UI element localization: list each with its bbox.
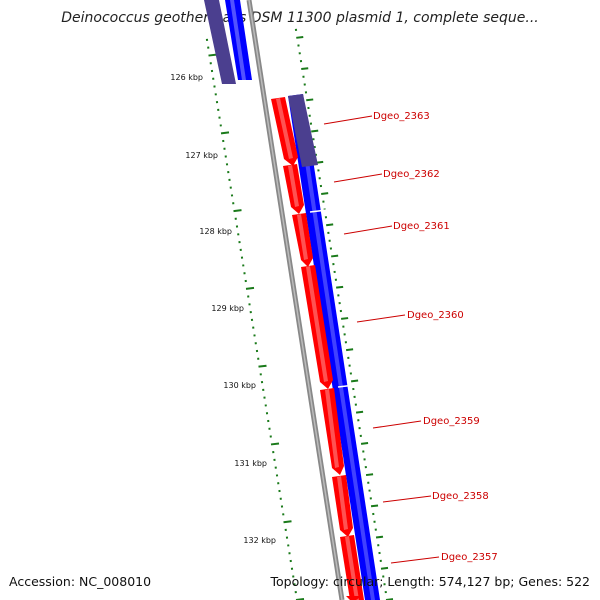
forward-strand-band[interactable] bbox=[288, 94, 380, 600]
topology-summary: Topology: circular; Length: 574,127 bp; … bbox=[270, 574, 591, 589]
tick-mark bbox=[296, 35, 304, 39]
gene-arrow-dgeo-2360[interactable] bbox=[301, 265, 333, 389]
tick-mark bbox=[365, 473, 374, 477]
scale-label-129: 129 kbp bbox=[211, 304, 244, 313]
scale-label-126: 126 kbp bbox=[170, 73, 203, 82]
tick-mark bbox=[360, 442, 369, 445]
gene-label-dgeo-2357[interactable]: Dgeo_2357 bbox=[441, 552, 498, 563]
gene-label-dgeo-2360[interactable]: Dgeo_2360 bbox=[407, 310, 464, 321]
gene-arrow-dgeo-2362[interactable] bbox=[283, 164, 304, 214]
accession-label: Accession: NC_008010 bbox=[9, 574, 152, 589]
feature-top-segment[interactable] bbox=[204, 0, 252, 84]
tick-mark bbox=[311, 129, 319, 133]
gene-labels: Dgeo_2363 Dgeo_2362 Dgeo_2361 Dgeo_2360 … bbox=[373, 111, 498, 563]
scale-labels: 126 kbp 127 kbp 128 kbp 129 kbp 130 kbp … bbox=[170, 73, 276, 545]
gene-label-leaders bbox=[323, 115, 440, 564]
gene-arrow-dgeo-2358[interactable] bbox=[332, 475, 353, 537]
tick-mark bbox=[306, 98, 314, 102]
scale-label-128: 128 kbp bbox=[199, 227, 232, 236]
gene-label-dgeo-2361[interactable]: Dgeo_2361 bbox=[393, 221, 450, 232]
gene-label-dgeo-2358[interactable]: Dgeo_2358 bbox=[432, 491, 489, 502]
tick-marks bbox=[205, 28, 394, 600]
gene-arrow-dgeo-2363[interactable] bbox=[271, 97, 298, 166]
reverse-strand-features[interactable] bbox=[271, 97, 364, 600]
tick-mark bbox=[350, 379, 359, 383]
scale-label-131: 131 kbp bbox=[234, 459, 267, 468]
tick-mark bbox=[220, 131, 230, 135]
tick-mark bbox=[301, 67, 309, 71]
tick-mark bbox=[258, 364, 267, 368]
tick-mark bbox=[345, 348, 354, 352]
gene-label-dgeo-2363[interactable]: Dgeo_2363 bbox=[373, 111, 430, 122]
tick-mark bbox=[336, 285, 344, 289]
tick-mark bbox=[283, 520, 292, 524]
tick-mark bbox=[326, 223, 334, 227]
tick-mark bbox=[331, 254, 339, 258]
tick-mark bbox=[208, 53, 217, 57]
tick-mark bbox=[370, 504, 379, 508]
gene-label-dgeo-2359[interactable]: Dgeo_2359 bbox=[423, 416, 480, 427]
tick-mark bbox=[355, 410, 364, 414]
tick-mark bbox=[245, 286, 255, 290]
tick-mark bbox=[270, 442, 280, 446]
tick-mark bbox=[375, 535, 384, 539]
gene-arrow-dgeo-2359[interactable] bbox=[320, 388, 344, 475]
scale-label-130: 130 kbp bbox=[223, 381, 256, 390]
backbone-ring bbox=[246, 0, 345, 600]
map-title: Deinococcus geothermalis DSM 11300 plasm… bbox=[61, 10, 539, 26]
gene-label-dgeo-2362[interactable]: Dgeo_2362 bbox=[383, 169, 440, 180]
scale-label-127: 127 kbp bbox=[185, 151, 218, 160]
tick-mark bbox=[321, 192, 329, 195]
gene-arrow-dgeo-2357[interactable] bbox=[340, 535, 364, 600]
tick-mark bbox=[380, 566, 389, 570]
scale-label-132: 132 kbp bbox=[243, 536, 276, 545]
tick-mark bbox=[233, 209, 242, 213]
gene-arrow-dgeo-2361[interactable] bbox=[292, 213, 313, 267]
tick-mark bbox=[341, 317, 349, 320]
